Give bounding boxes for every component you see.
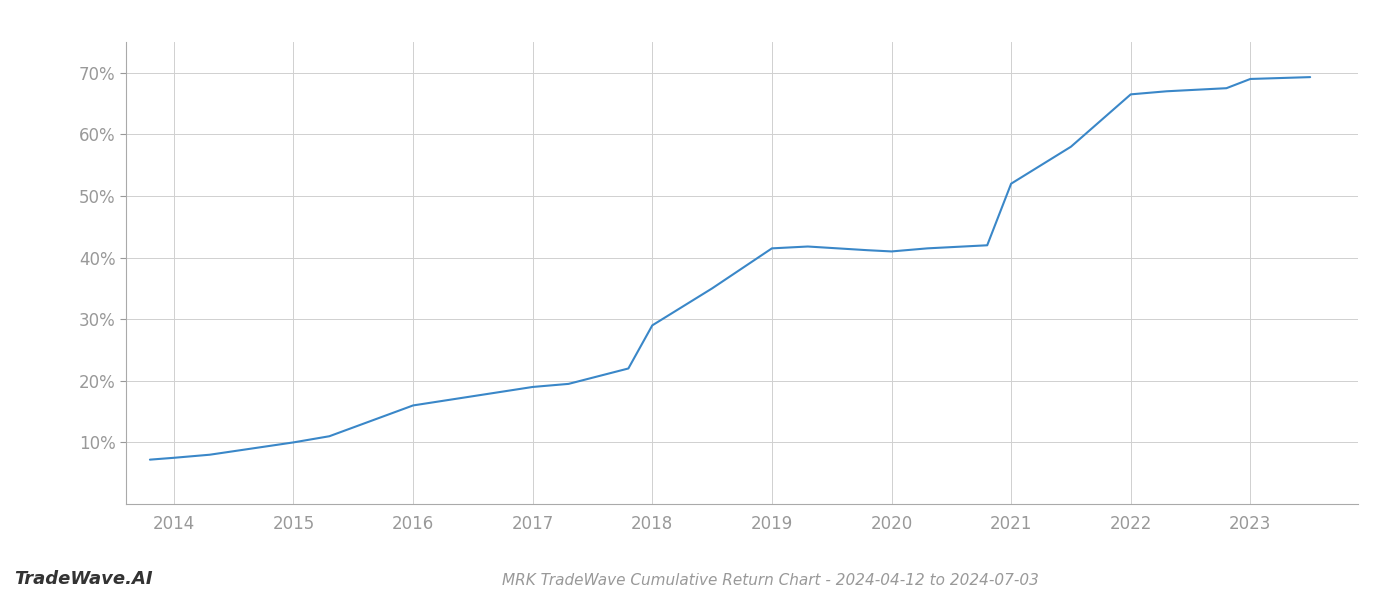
- Text: MRK TradeWave Cumulative Return Chart - 2024-04-12 to 2024-07-03: MRK TradeWave Cumulative Return Chart - …: [501, 573, 1039, 588]
- Text: TradeWave.AI: TradeWave.AI: [14, 570, 153, 588]
